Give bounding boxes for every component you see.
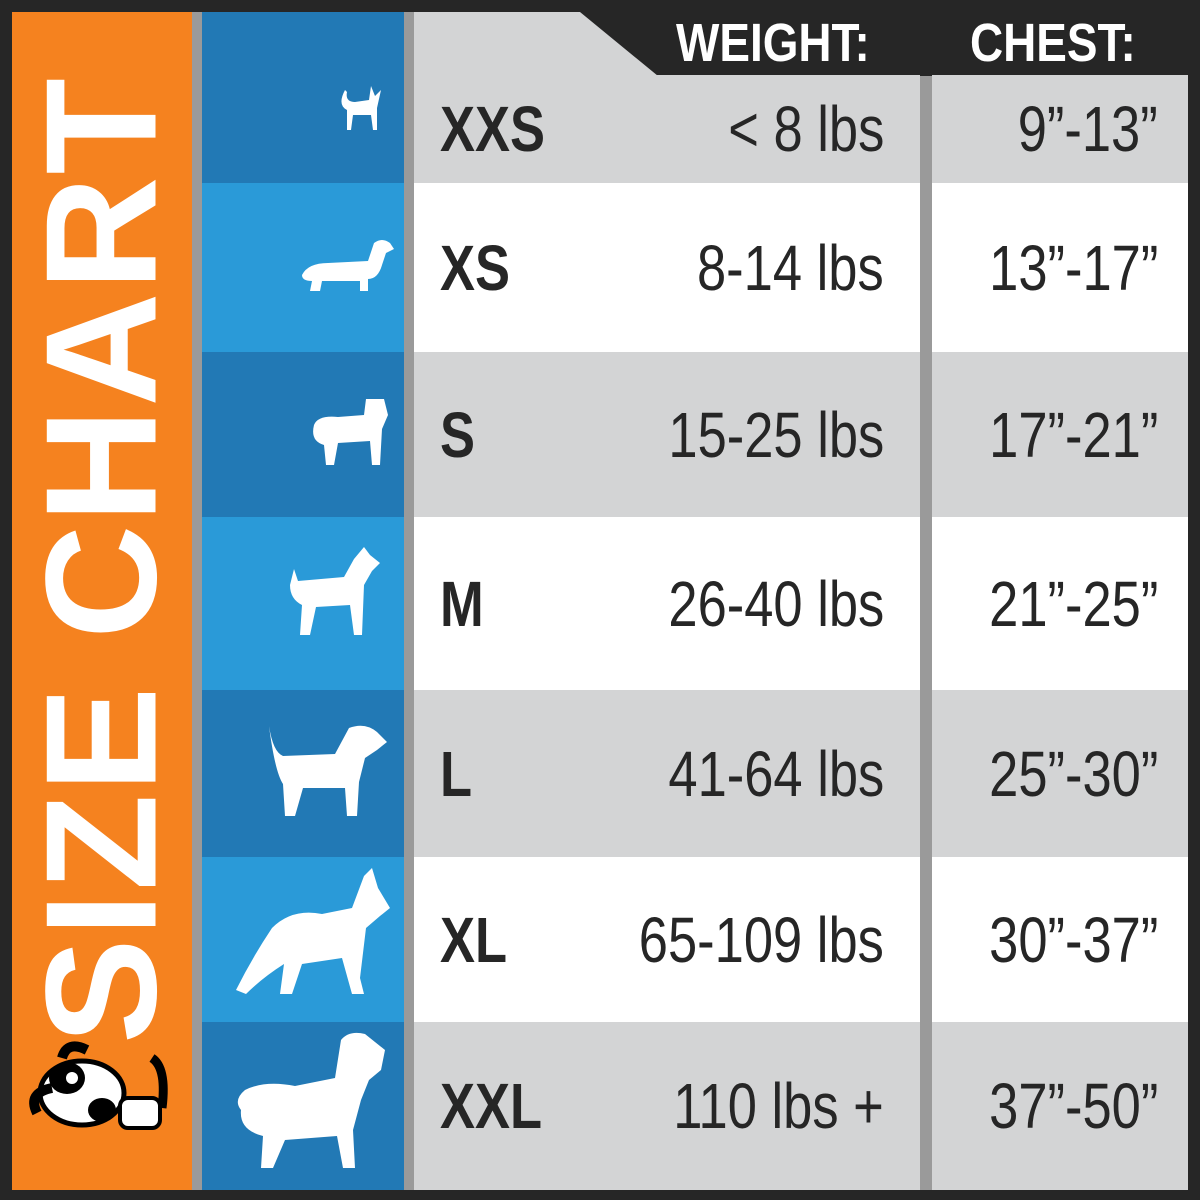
chest-cell: 21”-25”: [932, 517, 1188, 690]
dachshund-icon: [302, 240, 394, 291]
title-column: [12, 12, 192, 1190]
table-row: S 15-25 lbs: [414, 352, 920, 517]
table-row: XS 8-14 lbs: [414, 183, 920, 352]
divider: [192, 12, 202, 1190]
size-label: S: [440, 398, 476, 471]
size-label: XS: [440, 231, 511, 304]
beagle-icon: [269, 725, 387, 816]
pug-icon: [313, 399, 388, 465]
table-row: XXS < 8 lbs: [414, 75, 920, 183]
chest-cell: 37”-50”: [932, 1022, 1188, 1190]
chest-value: 21”-25”: [988, 567, 1158, 640]
chest-cell: 25”-30”: [932, 690, 1188, 857]
chest-cell: 17”-21”: [932, 352, 1188, 517]
weight-value: 65-109 lbs: [638, 903, 884, 976]
weight-value: 41-64 lbs: [668, 737, 884, 810]
chest-value: 25”-30”: [988, 737, 1158, 810]
size-label: M: [440, 567, 484, 640]
size-label: XXS: [440, 93, 546, 165]
weight-header: WEIGHT:: [676, 13, 870, 73]
chest-value: 17”-21”: [988, 398, 1158, 471]
weight-value: < 8 lbs: [727, 93, 884, 165]
divider: [920, 75, 932, 1190]
chest-cell: 13”-17”: [932, 183, 1188, 352]
chart-title: SIZE CHART: [13, 76, 190, 1044]
chest-value: 37”-50”: [988, 1070, 1158, 1142]
table-row: M 26-40 lbs: [414, 517, 920, 690]
table-row: L 41-64 lbs: [414, 690, 920, 857]
chest-cell: 9”-13”: [932, 75, 1188, 183]
schnauzer-icon: [290, 547, 380, 635]
size-label: XXL: [440, 1070, 543, 1142]
chest-cell: 30”-37”: [932, 857, 1188, 1022]
chihuahua-icon: [341, 86, 381, 130]
weight-value: 8-14 lbs: [697, 231, 884, 304]
chest-value: 30”-37”: [988, 903, 1158, 976]
weight-value: 15-25 lbs: [668, 398, 884, 471]
weight-value: 110 lbs +: [673, 1070, 884, 1142]
divider: [404, 12, 414, 1190]
german-shepherd-icon: [236, 868, 390, 994]
sleeping-dog-logo-icon: [29, 1041, 168, 1130]
chest-value: 9”-13”: [1018, 93, 1158, 165]
weight-value: 26-40 lbs: [668, 567, 884, 640]
table-row: XXL 110 lbs +: [414, 1022, 920, 1190]
size-label: L: [440, 737, 473, 810]
size-label: XL: [440, 903, 508, 976]
chest-value: 13”-17”: [988, 231, 1158, 304]
header-band: [580, 12, 1200, 76]
chest-header: CHEST:: [970, 13, 1136, 73]
table-row: XL 65-109 lbs: [414, 857, 920, 1022]
mastiff-icon: [237, 1032, 385, 1168]
